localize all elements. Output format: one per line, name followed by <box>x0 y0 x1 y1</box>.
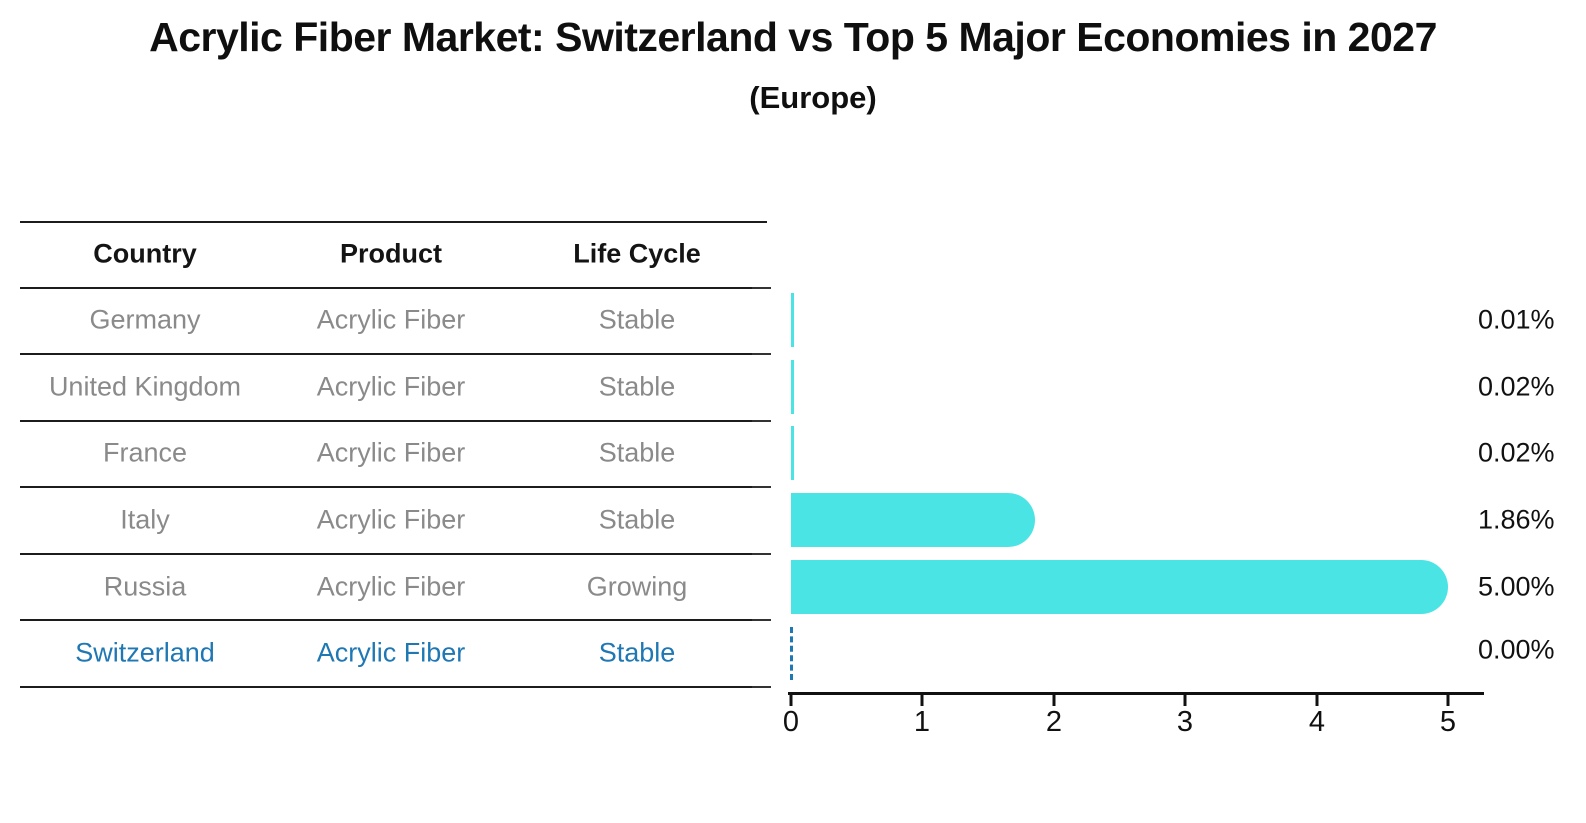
bar-value-label: 0.01% <box>1478 304 1555 335</box>
x-axis-line <box>788 692 1484 695</box>
y-tick <box>752 686 771 688</box>
bar-united-kingdom <box>791 360 794 414</box>
life-cycle-cell: Stable <box>598 437 676 468</box>
y-tick <box>752 287 771 289</box>
table-rule <box>20 619 767 621</box>
life-cycle-cell: Stable <box>598 304 676 335</box>
life-cycle-cell-highlighted: Stable <box>598 637 676 668</box>
x-tick-label: 5 <box>1439 706 1457 738</box>
column-header-life-cycle: Life Cycle <box>573 238 701 269</box>
life-cycle-cell: Stable <box>598 371 676 402</box>
bar-germany <box>791 293 794 347</box>
country-cell: France <box>102 437 188 468</box>
bar-value-label: 0.02% <box>1478 371 1555 402</box>
x-tick <box>1183 695 1187 706</box>
country-cell: Russia <box>103 571 187 602</box>
bar-france <box>791 426 794 480</box>
bar-value-label: 0.02% <box>1478 437 1555 468</box>
table-rule <box>20 553 767 555</box>
x-tick-label: 3 <box>1176 706 1194 738</box>
page-title: Acrylic Fiber Market: Switzerland vs Top… <box>149 14 1437 60</box>
table-rule-top <box>20 221 767 223</box>
y-tick <box>752 619 771 621</box>
x-tick-label: 1 <box>913 706 931 738</box>
table-rule-bottom <box>20 686 767 688</box>
country-cell: Italy <box>120 504 170 535</box>
x-tick <box>1315 695 1319 706</box>
life-cycle-cell: Stable <box>598 504 676 535</box>
life-cycle-cell: Growing <box>586 571 688 602</box>
table-rule <box>20 353 767 355</box>
x-tick-label: 2 <box>1045 706 1063 738</box>
product-cell: Acrylic Fiber <box>316 437 466 468</box>
column-header-country: Country <box>93 238 197 269</box>
x-tick <box>1052 695 1056 706</box>
column-header-product: Product <box>339 238 443 269</box>
table-rule <box>20 486 767 488</box>
product-cell: Acrylic Fiber <box>316 304 466 335</box>
bar-value-label: 0.00% <box>1478 634 1555 665</box>
country-cell-highlighted: Switzerland <box>75 637 215 668</box>
product-cell: Acrylic Fiber <box>316 371 466 402</box>
y-tick <box>752 353 771 355</box>
x-tick <box>1446 695 1450 706</box>
product-cell: Acrylic Fiber <box>316 504 466 535</box>
bar-russia <box>791 560 1448 614</box>
bar-value-label: 1.86% <box>1478 504 1555 535</box>
x-tick <box>789 695 793 706</box>
country-cell: United Kingdom <box>48 371 242 402</box>
x-tick <box>920 695 924 706</box>
bar-italy <box>791 493 1035 547</box>
table-rule-header <box>20 287 767 289</box>
country-cell: Germany <box>89 304 201 335</box>
y-tick <box>752 420 771 422</box>
table-rule <box>20 420 767 422</box>
x-tick-label: 0 <box>782 706 800 738</box>
x-tick-label: 4 <box>1308 706 1326 738</box>
bar-value-label: 5.00% <box>1478 571 1555 602</box>
bar-switzerland-zero-marker <box>790 627 793 680</box>
product-cell-highlighted: Acrylic Fiber <box>316 637 466 668</box>
page-subtitle: (Europe) <box>749 80 877 115</box>
y-tick <box>752 553 771 555</box>
product-cell: Acrylic Fiber <box>316 571 466 602</box>
y-tick <box>752 486 771 488</box>
